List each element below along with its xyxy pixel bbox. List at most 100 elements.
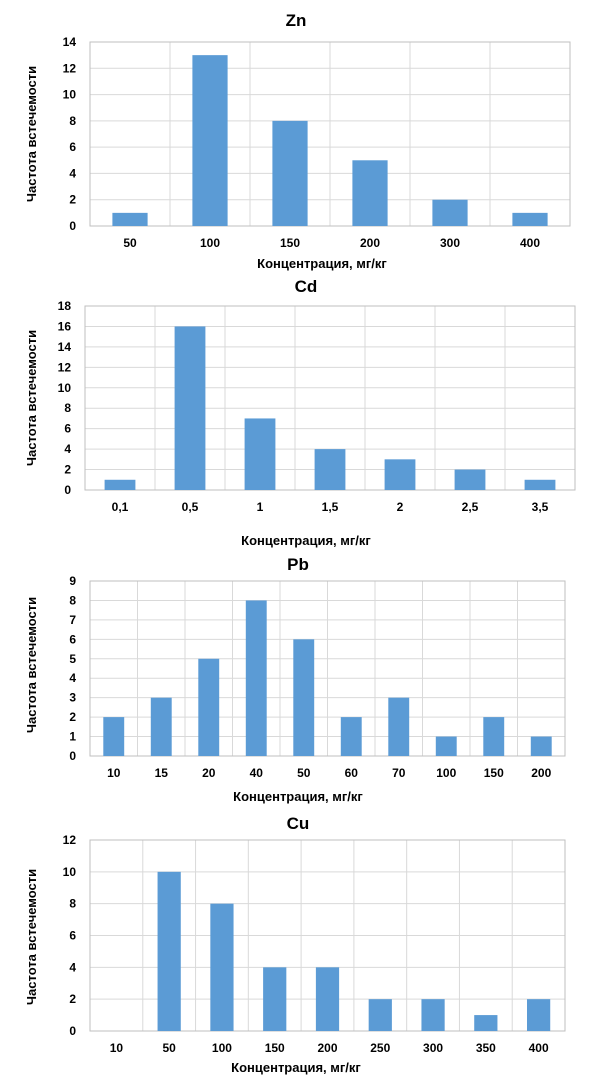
- x-tick-label: 15: [155, 766, 169, 780]
- y-tick-label: 5: [69, 652, 76, 666]
- y-tick-label: 4: [64, 442, 71, 456]
- y-tick-label: 10: [63, 865, 77, 879]
- y-axis-label: Частота встечемости: [24, 66, 39, 202]
- plot-frame: [89, 41, 571, 227]
- x-tick-label: 200: [317, 1041, 337, 1055]
- y-tick-label: 0: [69, 1024, 76, 1038]
- y-tick-label: 18: [58, 299, 72, 313]
- x-tick-label: 1,5: [322, 500, 339, 514]
- chart-cd: Cd Концентрация, мг/кг Частота встечемос…: [24, 277, 576, 548]
- bar: [388, 697, 410, 756]
- x-tick-label: 10: [107, 766, 121, 780]
- y-tick-label: 4: [69, 671, 76, 685]
- y-tick-label: 0: [69, 749, 76, 763]
- y-tick-label: 2: [69, 193, 76, 207]
- y-tick-label: 10: [58, 381, 72, 395]
- bar: [530, 736, 552, 756]
- plot-area: 0 2 4 6 8 10 12 14 50 100 150 200 300 400: [63, 35, 571, 250]
- bar: [263, 967, 287, 1031]
- chart-pb: Pb Концентрация, мг/кг Частота встечемос…: [24, 555, 566, 804]
- y-tick-label: 2: [69, 992, 76, 1006]
- x-tick-label: 50: [123, 236, 137, 250]
- y-tick-label: 7: [69, 613, 76, 627]
- x-tick-label: 20: [202, 766, 216, 780]
- bar: [272, 120, 308, 226]
- y-tick-label: 12: [58, 360, 72, 374]
- x-tick-label: 0,1: [112, 500, 129, 514]
- x-tick-label: 200: [531, 766, 551, 780]
- y-tick-label: 2: [64, 463, 71, 477]
- bar: [157, 871, 181, 1031]
- plot-area: 0 1 2 3 4 5 6 7 8 9 10 15 20 40 50 60 70 100 150 200: [69, 574, 566, 780]
- chart-title: Cd: [295, 277, 318, 296]
- x-tick-label: 3,5: [532, 500, 549, 514]
- x-tick-label: 1: [257, 500, 264, 514]
- bar: [315, 967, 340, 1031]
- plot-area: 0 2 4 6 8 10 12 10 50 100 150 200 250 300 350 400: [63, 833, 566, 1055]
- bar: [454, 469, 486, 490]
- x-tick-label: 150: [265, 1041, 285, 1055]
- x-tick-label: 50: [297, 766, 311, 780]
- bar: [474, 1015, 498, 1031]
- y-tick-label: 6: [69, 929, 76, 943]
- bar: [314, 449, 346, 490]
- bar: [192, 55, 228, 227]
- y-tick-label: 3: [69, 691, 76, 705]
- y-tick-label: 14: [58, 340, 72, 354]
- plot-area: 0 2 4 6 8 10 12 14 16 18 0,1 0,5 1 1,5 2 2,5 3,5: [58, 299, 576, 514]
- chart-zn: Zn Концентрация, мг/кг Частота встечемос…: [24, 11, 571, 271]
- bar: [483, 717, 505, 756]
- bar: [421, 999, 445, 1031]
- bar: [245, 600, 267, 756]
- bar: [103, 717, 125, 756]
- x-tick-label: 40: [250, 766, 264, 780]
- x-tick-label: 250: [370, 1041, 390, 1055]
- x-tick-label: 100: [436, 766, 456, 780]
- x-tick-label: 150: [484, 766, 504, 780]
- y-tick-label: 0: [64, 483, 71, 497]
- x-tick-label: 100: [212, 1041, 232, 1055]
- x-tick-label: 150: [280, 236, 300, 250]
- bar: [527, 999, 551, 1031]
- x-tick-label: 300: [440, 236, 460, 250]
- bar: [104, 479, 136, 490]
- x-axis-label: Концентрация, мг/кг: [257, 256, 387, 271]
- bar: [432, 199, 468, 226]
- chart-title: Pb: [287, 555, 309, 574]
- y-tick-label: 8: [69, 897, 76, 911]
- bar: [112, 212, 148, 226]
- y-tick-label: 4: [69, 166, 76, 180]
- x-axis-label: Концентрация, мг/кг: [233, 789, 363, 804]
- chart-cu: Cu Концентрация, мг/кг Частота встечемос…: [24, 814, 566, 1075]
- y-axis-label: Частота встечемости: [24, 597, 39, 733]
- y-tick-label: 8: [64, 401, 71, 415]
- x-tick-label: 100: [200, 236, 220, 250]
- chart-title: Zn: [286, 11, 307, 30]
- y-tick-label: 0: [69, 219, 76, 233]
- chart-title: Cu: [287, 814, 310, 833]
- y-tick-label: 9: [69, 574, 76, 588]
- y-tick-label: 12: [63, 833, 77, 847]
- x-axis-label: Концентрация, мг/кг: [231, 1060, 361, 1075]
- bar: [244, 418, 276, 490]
- x-tick-label: 10: [110, 1041, 124, 1055]
- plot-frame: [89, 580, 566, 757]
- x-tick-label: 50: [162, 1041, 176, 1055]
- y-tick-label: 6: [64, 422, 71, 436]
- y-tick-label: 16: [58, 319, 72, 333]
- x-tick-label: 200: [360, 236, 380, 250]
- bar: [512, 212, 548, 226]
- x-tick-label: 60: [345, 766, 359, 780]
- bar: [210, 903, 234, 1031]
- y-axis-label: Частота встечемости: [24, 330, 39, 466]
- bar: [174, 326, 206, 490]
- y-tick-label: 8: [69, 593, 76, 607]
- y-tick-label: 14: [63, 35, 77, 49]
- y-tick-label: 6: [69, 632, 76, 646]
- y-tick-label: 6: [69, 140, 76, 154]
- y-tick-label: 4: [69, 960, 76, 974]
- y-axis-label: Частота встечемости: [24, 869, 39, 1005]
- x-tick-label: 2: [397, 500, 404, 514]
- bar: [352, 160, 388, 226]
- y-tick-label: 12: [63, 61, 77, 75]
